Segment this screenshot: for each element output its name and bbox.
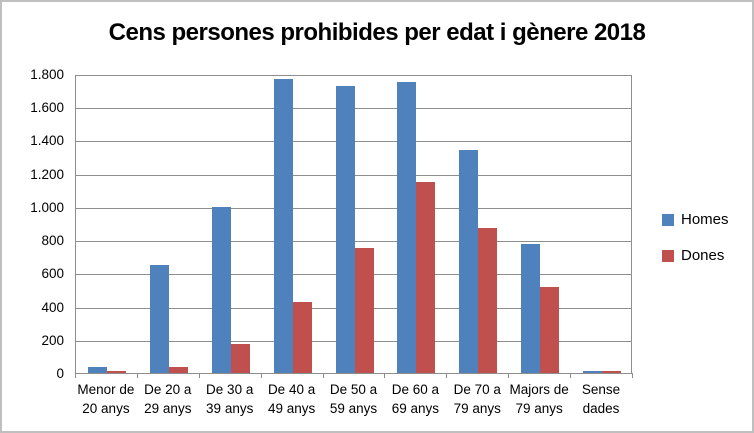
chart-title: Cens persones prohibides per edat i gène… (108, 19, 646, 46)
legend-label-dones: Dones (681, 247, 725, 264)
y-tick-label: 1.400 (30, 133, 64, 149)
y-tick-label: 600 (41, 266, 64, 282)
axis-tick (384, 373, 386, 378)
y-tick-label: 800 (41, 233, 64, 249)
bar-homes-4 (335, 85, 355, 373)
y-tick-label: 1.200 (30, 166, 64, 182)
bar-dones-2 (230, 343, 250, 373)
bar-dones-5 (416, 181, 436, 373)
x-category-label: Majors de 79 anys (509, 382, 569, 416)
axis-tick (75, 373, 76, 378)
axis-tick (632, 373, 633, 378)
bar-homes-3 (273, 78, 293, 373)
x-category-label: Sense dades (581, 382, 621, 416)
plot-area (75, 75, 632, 374)
axis-tick (198, 373, 200, 378)
axis-tick (322, 373, 324, 378)
y-tick-label: 400 (41, 299, 64, 315)
bar-dones-1 (168, 367, 188, 373)
x-category-label: De 40 a 49 anys (267, 382, 316, 416)
bar-homes-2 (211, 206, 231, 373)
homes-swatch-icon (662, 214, 674, 226)
legend-item-homes: Homes (662, 212, 729, 228)
axis-tick (260, 373, 262, 378)
bar-homes-1 (149, 265, 169, 373)
bar-homes-7 (521, 244, 541, 373)
bar-homes-0 (87, 367, 107, 373)
bar-homes-5 (397, 82, 417, 373)
x-category-label: Menor de 20 anys (77, 382, 135, 416)
bar-dones-7 (540, 287, 560, 373)
y-tick-label: 200 (41, 332, 64, 348)
x-category-label: De 30 a 39 anys (206, 382, 254, 416)
bar-dones-8 (602, 370, 622, 373)
axis-tick (446, 373, 448, 378)
y-tick-label: 1.600 (30, 100, 64, 116)
axis-tick (508, 373, 510, 378)
bar-homes-8 (583, 370, 603, 373)
axis-tick (570, 373, 572, 378)
legend-item-dones: Dones (662, 248, 729, 264)
axis-tick (136, 373, 138, 378)
y-tick-label: 1.800 (30, 67, 64, 82)
bar-dones-6 (478, 228, 498, 373)
x-category-label: De 20 a 29 anys (144, 382, 192, 416)
gridline (76, 75, 631, 76)
x-category-label: De 70 a 79 anys (453, 382, 501, 416)
y-tick-label: 0 (56, 366, 64, 381)
x-category-label: De 50 a 59 anys (329, 382, 378, 416)
y-tick-label: 1.000 (30, 199, 64, 215)
legend: Homes Dones (662, 212, 729, 284)
bar-homes-6 (459, 150, 479, 373)
bar-dones-4 (354, 248, 374, 373)
dones-swatch-icon (662, 250, 674, 262)
bar-dones-0 (106, 370, 126, 373)
x-category-label: De 60 a 69 anys (391, 382, 440, 416)
legend-label-homes: Homes (681, 211, 729, 228)
bar-dones-3 (292, 302, 312, 373)
